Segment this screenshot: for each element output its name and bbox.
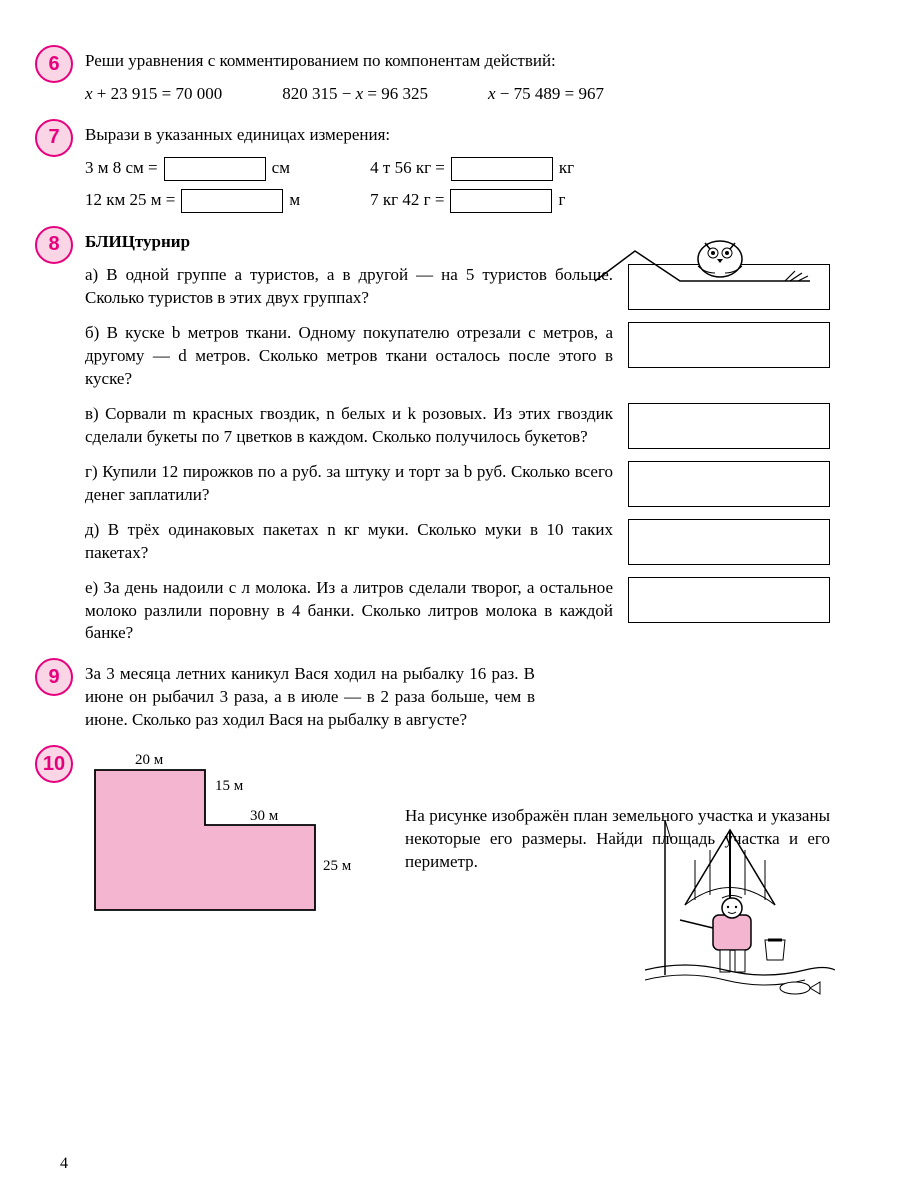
- answer-box[interactable]: [450, 189, 552, 213]
- answer-box[interactable]: [628, 577, 830, 623]
- owl-illustration: [590, 231, 810, 291]
- dim-mid: 30 м: [250, 808, 279, 824]
- blitz-item: б) В куске b метров ткани. Одному покупа…: [85, 322, 830, 391]
- task6-equations: x + 23 915 = 70 000 820 315 − x = 96 325…: [85, 83, 830, 106]
- dim-top: 20 м: [135, 752, 164, 768]
- dim-r2: 25 м: [323, 858, 352, 874]
- blitz-text-e: д) В трёх одинаковых пакетах n кг муки. …: [85, 519, 613, 565]
- task10-text: На рисунке изображён план земельного уча…: [405, 750, 830, 920]
- answer-box[interactable]: [628, 322, 830, 368]
- eq2: 820 315 − x = 96 325: [282, 83, 428, 106]
- task6-prompt: Реши уравнения с комментированием по ком…: [85, 50, 830, 73]
- task-6: 6 Реши уравнения с комментированием по к…: [85, 50, 830, 106]
- eq1: x + 23 915 = 70 000: [85, 83, 222, 106]
- page-number: 4: [60, 1153, 68, 1175]
- blitz-text-c: в) Сорвали m красных гвоздик, n белых и …: [85, 403, 613, 449]
- plot-diagram: 20 м 15 м 30 м 25 м: [85, 750, 365, 920]
- answer-box[interactable]: [628, 519, 830, 565]
- task-8: 8 БЛИЦтурнир а) В одной группе a туристо…: [85, 231, 830, 646]
- task-badge-9: 9: [35, 658, 73, 696]
- blitz-item: д) В трёх одинаковых пакетах n кг муки. …: [85, 519, 830, 565]
- unit-line: 3 м 8 см =см: [85, 157, 300, 181]
- task-10: 10 20 м 15 м 30 м 25 м На рисунке изобра…: [85, 750, 830, 920]
- task-badge-7: 7: [35, 119, 73, 157]
- task7-grid: 3 м 8 см =см 12 км 25 м =м 4 т 56 кг =кг…: [85, 157, 830, 213]
- eq3: x − 75 489 = 967: [488, 83, 604, 106]
- task-badge-8: 8: [35, 226, 73, 264]
- task-badge-10: 10: [35, 745, 73, 783]
- blitz-text-a: а) В одной группе a туристов, а в другой…: [85, 264, 613, 310]
- answer-box[interactable]: [181, 189, 283, 213]
- task-badge-6: 6: [35, 45, 73, 83]
- unit-line: 12 км 25 м =м: [85, 189, 300, 213]
- blitz-item: в) Сорвали m красных гвоздик, n белых и …: [85, 403, 830, 449]
- answer-box[interactable]: [164, 157, 266, 181]
- unit-line: 7 кг 42 г =г: [370, 189, 574, 213]
- answer-box[interactable]: [628, 461, 830, 507]
- answer-box[interactable]: [628, 403, 830, 449]
- blitz-text-b: б) В куске b метров ткани. Одному покупа…: [85, 322, 613, 391]
- task-9: 9 За 3 месяца летних каникул Вася ходил …: [85, 663, 535, 732]
- blitz-text-d: г) Купили 12 пирожков по a руб. за штуку…: [85, 461, 613, 507]
- task-7: 7 Вырази в указанных единицах измерения:…: [85, 124, 830, 213]
- blitz-item: е) За день надоили c л молока. Из a литр…: [85, 577, 830, 646]
- unit-line: 4 т 56 кг =кг: [370, 157, 574, 181]
- dim-r1: 15 м: [215, 778, 244, 794]
- answer-box[interactable]: [451, 157, 553, 181]
- task7-prompt: Вырази в указанных единицах измерения:: [85, 124, 830, 147]
- blitz-item: г) Купили 12 пирожков по a руб. за штуку…: [85, 461, 830, 507]
- page: 6 Реши уравнения с комментированием по к…: [0, 0, 900, 1200]
- task9-text: За 3 месяца летних каникул Вася ходил на…: [85, 663, 535, 732]
- blitz-text-f: е) За день надоили c л молока. Из a литр…: [85, 577, 613, 646]
